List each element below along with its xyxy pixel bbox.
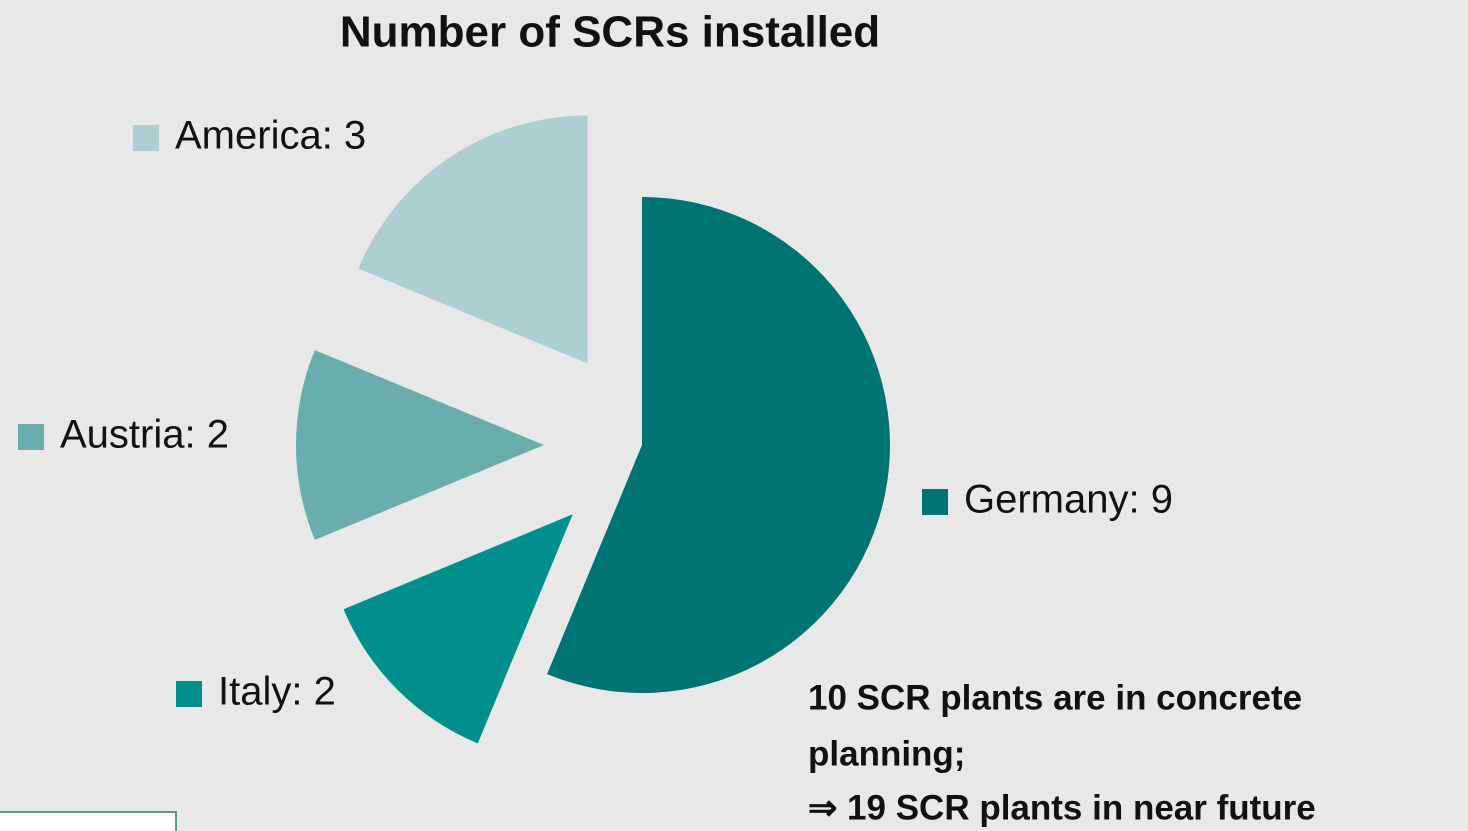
legend-swatch: [922, 489, 948, 515]
chart-title: Number of SCRs installed: [340, 8, 880, 57]
slice-label: Germany: 9: [964, 478, 1173, 522]
annotation: planning;: [808, 734, 965, 773]
legend-swatch: [18, 424, 44, 450]
slice-label: Italy: 2: [218, 670, 336, 714]
pie-slice: [547, 197, 891, 693]
pie-slice: [343, 514, 573, 744]
slice-label: Austria: 2: [60, 413, 229, 457]
annotation: 10 SCR plants are in concrete: [808, 678, 1302, 717]
legend-swatch: [133, 125, 159, 151]
slice-label: America: 3: [175, 114, 366, 158]
pie-slice: [358, 115, 588, 364]
annotation: ⇒ 19 SCR plants in near future: [808, 788, 1316, 827]
decoration-box: [0, 811, 177, 831]
pie-slice: [295, 350, 544, 540]
legend-swatch: [176, 681, 202, 707]
